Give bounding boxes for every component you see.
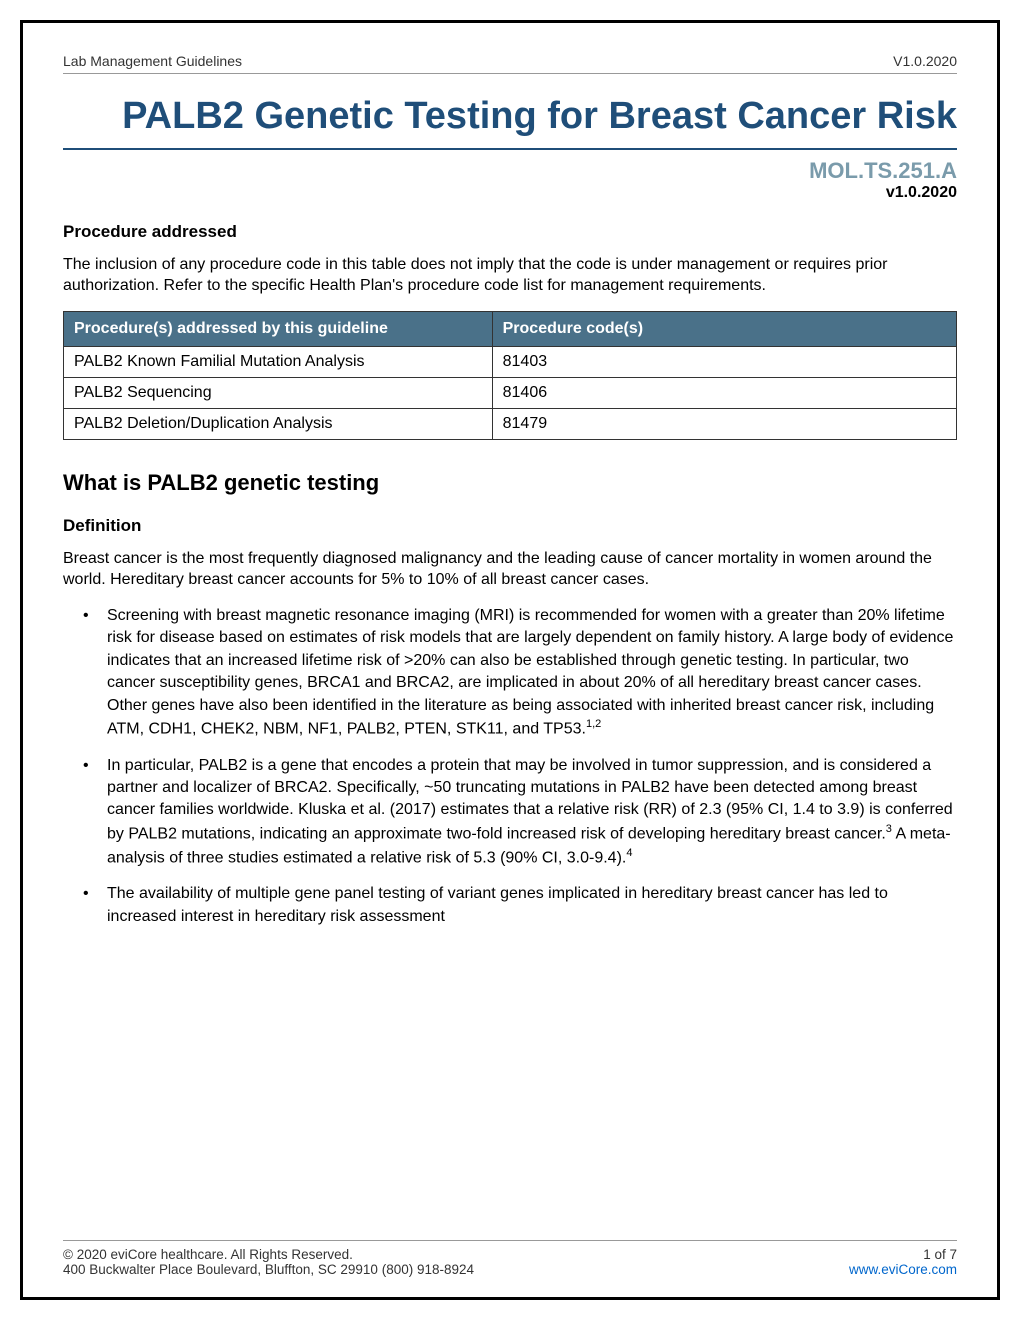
list-item: The availability of multiple gene panel … xyxy=(83,883,957,928)
bullet-text: The availability of multiple gene panel … xyxy=(107,885,888,924)
table-row: PALB2 Sequencing 81406 xyxy=(64,377,957,408)
bullet-text: Screening with breast magnetic resonance… xyxy=(107,607,953,737)
superscript: 1,2 xyxy=(586,718,601,730)
code-cell: 81479 xyxy=(492,408,956,439)
list-item: Screening with breast magnetic resonance… xyxy=(83,605,957,741)
document-code-block: MOL.TS.251.A v1.0.2020 xyxy=(63,158,957,202)
procedure-cell: PALB2 Known Familial Mutation Analysis xyxy=(64,346,493,377)
table-header-procedure: Procedure(s) addressed by this guideline xyxy=(64,311,493,346)
header-left: Lab Management Guidelines xyxy=(63,53,242,69)
procedure-cell: PALB2 Deletion/Duplication Analysis xyxy=(64,408,493,439)
list-item: In particular, PALB2 is a gene that enco… xyxy=(83,755,957,870)
table-row: PALB2 Known Familial Mutation Analysis 8… xyxy=(64,346,957,377)
code-cell: 81406 xyxy=(492,377,956,408)
document-title: PALB2 Genetic Testing for Breast Cancer … xyxy=(63,94,957,150)
footer-copyright: © 2020 eviCore healthcare. All Rights Re… xyxy=(63,1247,353,1262)
procedure-intro: The inclusion of any procedure code in t… xyxy=(63,254,957,297)
page-header: Lab Management Guidelines V1.0.2020 xyxy=(63,53,957,74)
table-row: PALB2 Deletion/Duplication Analysis 8147… xyxy=(64,408,957,439)
bullet-text: In particular, PALB2 is a gene that enco… xyxy=(107,757,953,843)
definition-heading: Definition xyxy=(63,516,957,536)
code-cell: 81403 xyxy=(492,346,956,377)
superscript: 4 xyxy=(626,847,632,859)
footer-page-number: 1 of 7 xyxy=(923,1247,957,1262)
procedure-cell: PALB2 Sequencing xyxy=(64,377,493,408)
content-area: Lab Management Guidelines V1.0.2020 PALB… xyxy=(63,53,957,1240)
header-right: V1.0.2020 xyxy=(893,53,957,69)
procedure-table: Procedure(s) addressed by this guideline… xyxy=(63,311,957,440)
procedure-table-body: PALB2 Known Familial Mutation Analysis 8… xyxy=(64,346,957,439)
footer-address: 400 Buckwalter Place Boulevard, Bluffton… xyxy=(63,1262,474,1277)
what-is-heading: What is PALB2 genetic testing xyxy=(63,470,957,496)
table-header-code: Procedure code(s) xyxy=(492,311,956,346)
page-footer: © 2020 eviCore healthcare. All Rights Re… xyxy=(63,1240,957,1277)
definition-intro: Breast cancer is the most frequently dia… xyxy=(63,548,957,591)
document-code: MOL.TS.251.A xyxy=(63,158,957,184)
procedure-heading: Procedure addressed xyxy=(63,222,957,242)
definition-bullets: Screening with breast magnetic resonance… xyxy=(83,605,957,928)
footer-link[interactable]: www.eviCore.com xyxy=(849,1262,957,1277)
document-frame: Lab Management Guidelines V1.0.2020 PALB… xyxy=(20,20,1000,1300)
document-version: v1.0.2020 xyxy=(63,184,957,202)
